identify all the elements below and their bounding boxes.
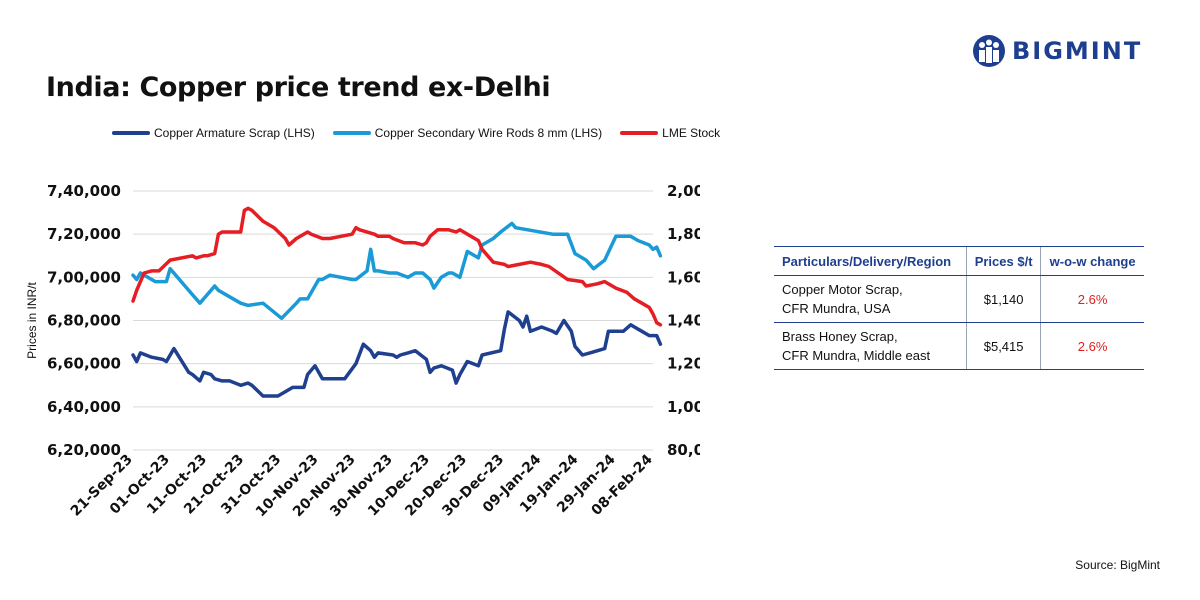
people-logo-icon	[973, 35, 1005, 67]
y-tick-left: 7,40,000	[47, 182, 121, 200]
chart-legend: Copper Armature Scrap (LHS) Copper Secon…	[112, 126, 738, 140]
y-tick-left: 6,20,000	[47, 441, 121, 459]
y-tick-right: 2,00,000	[667, 182, 700, 200]
y-tick-right: 1,60,000	[667, 268, 700, 286]
row-delivery: CFR Mundra, USA	[782, 301, 891, 316]
header-prices: Prices $/t	[965, 246, 1041, 276]
legend-label-lme-stock: LME Stock	[662, 126, 721, 140]
table-row: Copper Motor Scrap, CFR Mundra, USA $1,1…	[774, 275, 1144, 323]
series-line-wire-rods	[131, 221, 663, 321]
y-tick-right: 80,000	[667, 441, 700, 459]
header-wow-change: w-o-w change	[1040, 246, 1144, 276]
brand-logo: BIGMINT	[972, 34, 1142, 68]
legend-item-lme-stock: LME Stock	[620, 126, 720, 140]
brand-name: BIGMINT	[1012, 37, 1143, 65]
row-particulars: Copper Motor Scrap, CFR Mundra, USA	[774, 275, 967, 323]
y-tick-right: 1,00,000	[667, 398, 700, 416]
row-product: Brass Honey Scrap,	[782, 329, 898, 344]
y-tick-left: 6,40,000	[47, 398, 121, 416]
y-tick-left: 6,60,000	[47, 355, 121, 373]
header-particulars: Particulars/Delivery/Region	[774, 246, 967, 276]
row-product: Copper Motor Scrap,	[782, 282, 903, 297]
row-delivery: CFR Mundra, Middle east	[782, 348, 931, 363]
legend-label-wire-rods: Copper Secondary Wire Rods 8 mm (LHS)	[374, 126, 603, 140]
legend-swatch-armature	[112, 131, 150, 135]
source-note: Source: BigMint	[1075, 558, 1160, 572]
legend-item-armature: Copper Armature Scrap (LHS)	[112, 126, 315, 140]
row-particulars: Brass Honey Scrap, CFR Mundra, Middle ea…	[774, 322, 967, 370]
row-change: 2.6%	[1040, 322, 1144, 370]
y-tick-left: 7,20,000	[47, 225, 121, 243]
legend-label-armature: Copper Armature Scrap (LHS)	[154, 126, 315, 140]
y-tick-left: 6,80,000	[47, 312, 121, 330]
row-change: 2.6%	[1040, 275, 1144, 323]
row-price: $5,415	[965, 322, 1041, 370]
chart-title: India: Copper price trend ex-Delhi	[46, 72, 551, 103]
price-table: Particulars/Delivery/Region Prices $/t w…	[774, 246, 1144, 370]
legend-swatch-lme-stock	[620, 131, 659, 135]
legend-item-wire-rods: Copper Secondary Wire Rods 8 mm (LHS)	[332, 126, 603, 140]
y-tick-right: 1,20,000	[667, 355, 700, 373]
series-line-lme-stock	[131, 206, 663, 327]
row-price: $1,140	[965, 275, 1041, 323]
y-tick-left: 7,00,000	[47, 268, 121, 286]
y-tick-right: 1,40,000	[667, 312, 700, 330]
y-tick-right: 1,80,000	[667, 225, 700, 243]
table-row: Brass Honey Scrap, CFR Mundra, Middle ea…	[774, 322, 1144, 370]
table-header-row: Particulars/Delivery/Region Prices $/t w…	[774, 246, 1144, 276]
legend-swatch-wire-rods	[332, 131, 371, 135]
series-line-armature-scrap	[131, 310, 663, 398]
price-trend-chart: 7,40,000 2,00,000 7,20,000 1,80,000 7,00,000…	[25, 182, 700, 520]
y-axis-label-left: Prices in INR/t	[25, 281, 39, 358]
